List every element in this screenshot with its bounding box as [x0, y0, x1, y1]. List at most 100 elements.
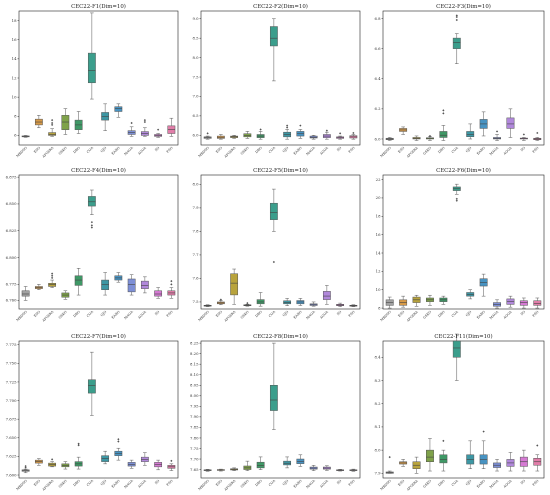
x-tick-label: AGOA	[318, 145, 329, 156]
x-tick-label: SO	[154, 310, 161, 317]
iqr-box	[87, 52, 96, 84]
x-tick-label: APGSKA	[405, 145, 419, 159]
y-tick-label: 8.25	[190, 340, 199, 345]
chart-title: CEC22-F1(Dim=10)	[71, 3, 126, 10]
iqr-box	[439, 454, 448, 464]
box-dbo	[439, 295, 448, 305]
plot-frame	[200, 10, 361, 146]
x-tick-label: PSO	[348, 146, 356, 154]
x-tick-label: GSKO	[422, 479, 432, 489]
box-mrdso	[385, 296, 394, 309]
x-tick-label: DBO	[72, 479, 81, 488]
box-agoa	[322, 285, 331, 305]
box-dbo	[74, 442, 83, 470]
box-dbo	[256, 456, 265, 470]
box-coa	[269, 188, 278, 264]
plot-frame	[18, 10, 179, 146]
panel-f2: CEC22-F2(Dim=10) 6.0 6.5 7.0 7.5 8.0 8.5 9.0 MRD…	[185, 2, 363, 159]
box-gjo	[283, 298, 292, 306]
x-tick-label: GSKO	[58, 146, 68, 156]
box-eabo	[479, 273, 488, 297]
x-tick-label: AGOA	[502, 145, 513, 156]
y-tick-label: 7.9	[192, 205, 199, 210]
box-mrdso	[21, 286, 30, 301]
box-so	[336, 302, 345, 307]
outlier-point	[272, 260, 275, 264]
y-tick-label: 6.2	[374, 106, 381, 111]
y-tick-label: 8.05	[190, 383, 199, 388]
y-tick-label: 7.5	[192, 74, 199, 79]
box-pso	[167, 459, 176, 471]
y-tick-label: 6.775	[6, 282, 17, 287]
box-gsko	[426, 438, 434, 472]
x-tick-label: ESO	[215, 479, 223, 487]
y-tick-label: 6	[14, 133, 17, 138]
box-maoa	[127, 459, 136, 469]
x-tick-label: AGOA	[136, 478, 147, 489]
x-tick-label: MAOA	[123, 309, 134, 320]
x-tick-label: MRDSO	[197, 310, 210, 323]
box-mrdso	[203, 469, 212, 472]
plot-frame	[200, 340, 361, 479]
y-tick-label: 7.6	[192, 276, 199, 281]
box-gsko	[61, 461, 70, 470]
y-tick-label: 7.9	[374, 471, 381, 476]
iqr-box	[127, 278, 136, 293]
x-tick-label: MAOA	[489, 309, 500, 320]
y-tick-label: 8.3	[374, 378, 381, 383]
x-tick-label: DBO	[437, 146, 446, 155]
box-gjo	[466, 123, 475, 140]
box-so	[336, 132, 345, 140]
outlier-point	[51, 274, 54, 277]
box-maoa	[493, 299, 501, 309]
outlier-point	[51, 121, 54, 125]
x-tick-label: AGOA	[136, 309, 147, 320]
y-tick-label: 6.825	[6, 228, 17, 233]
plot-frame	[382, 340, 545, 479]
outlier-point	[286, 126, 289, 129]
x-tick-label: AGOA	[136, 145, 147, 156]
chart-title: CEC22-F3(Dim=10)	[436, 3, 491, 10]
box-apgska	[412, 294, 421, 307]
y-tick-label: 7.85	[190, 425, 199, 430]
chart-svg: CEC22-F11(Dim=10) 7.9 8.0 8.1 8.2 8.3 8.4 MRDSO…	[374, 333, 545, 492]
x-tick-label: GSKO	[240, 146, 250, 156]
chart-title: CEC22-F5(Dim=10)	[253, 167, 308, 174]
box-coa	[269, 342, 278, 430]
x-tick-label: ESO	[33, 479, 41, 487]
x-tick-label: COA	[451, 309, 460, 318]
box-dbo	[439, 439, 448, 472]
y-tick-label: 7.750	[6, 361, 17, 366]
x-tick-label: COA	[86, 309, 95, 318]
y-tick-label: 7.90	[190, 414, 199, 419]
y-tick-label: 7.75	[190, 446, 199, 451]
x-tick-label: PSO	[166, 146, 174, 154]
y-tick-label: 7.70	[190, 456, 199, 461]
x-tick-label: MRDSO	[380, 310, 393, 323]
panel-f1: CEC22-F1(Dim=10) 6 8 10 12 14 16 18 MRDSO ESO APGS…	[3, 2, 181, 159]
outlier-point	[325, 129, 328, 132]
box-eso	[34, 284, 43, 290]
x-tick-label: APGSKA	[41, 478, 55, 492]
iqr-box	[127, 462, 136, 467]
chart-svg: CEC22-F5(Dim=10) 7.5 7.6 7.7 7.8 7.9 8.0 MRDSO E…	[192, 167, 361, 323]
x-tick-label: MAOA	[489, 478, 500, 489]
iqr-box	[74, 275, 83, 286]
x-tick-label: DBO	[254, 146, 263, 155]
outlier-point	[206, 132, 209, 135]
x-tick-label: SO	[520, 310, 527, 317]
box-maoa	[309, 135, 318, 140]
x-tick-label: MRDSO	[15, 310, 28, 323]
y-tick-label: 6.8	[374, 16, 381, 21]
x-tick-label: GSKO	[422, 310, 432, 320]
x-tick-label: ESO	[215, 310, 223, 318]
y-tick-label: 8.5	[192, 35, 199, 40]
box-gsko	[243, 131, 252, 139]
x-tick-label: SO	[336, 146, 343, 153]
iqr-box	[452, 340, 461, 358]
y-tick-label: 12	[12, 75, 17, 80]
box-pso	[167, 280, 176, 299]
chart-title: CEC22-F11(Dim=10)	[434, 333, 492, 340]
box-eso	[399, 295, 408, 308]
y-tick-label: 16	[12, 37, 17, 42]
